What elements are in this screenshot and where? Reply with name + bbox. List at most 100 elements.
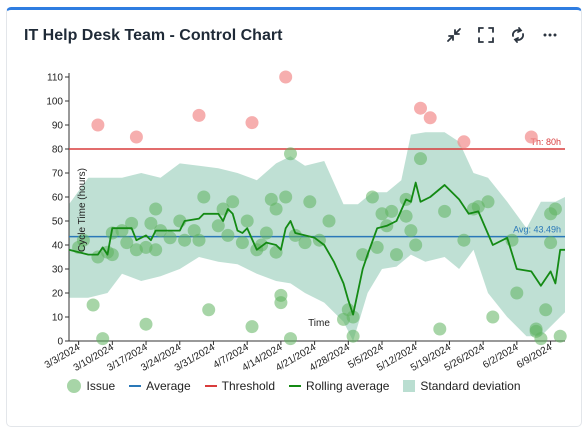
issue-point[interactable] xyxy=(149,243,163,257)
issue-points[interactable] xyxy=(72,70,567,346)
y-tick-label: 60 xyxy=(52,193,64,204)
issue-point[interactable] xyxy=(284,147,297,161)
issue-point[interactable] xyxy=(544,236,558,250)
issue-point[interactable] xyxy=(303,195,317,209)
issue-point[interactable] xyxy=(240,214,254,228)
issue-point[interactable] xyxy=(529,322,543,336)
issue-point[interactable] xyxy=(390,248,403,262)
issue-point[interactable] xyxy=(139,240,153,254)
issue-point[interactable] xyxy=(264,192,278,206)
issue-point[interactable] xyxy=(178,233,192,247)
issue-point[interactable] xyxy=(187,224,201,238)
issue-point[interactable] xyxy=(457,233,471,247)
issue-point[interactable] xyxy=(399,209,413,223)
issue-point[interactable] xyxy=(385,204,399,218)
chart-toolbar xyxy=(445,26,559,44)
legend-average[interactable]: Average xyxy=(129,379,191,393)
fullscreen-icon[interactable] xyxy=(477,26,495,44)
issue-point[interactable] xyxy=(226,195,240,209)
issue-point[interactable] xyxy=(322,214,336,228)
issue-point[interactable] xyxy=(433,322,447,336)
issue-point[interactable] xyxy=(76,233,90,247)
issue-point[interactable] xyxy=(96,332,110,346)
issue-point[interactable] xyxy=(144,216,158,230)
y-tick-label: 0 xyxy=(57,337,63,348)
issue-point[interactable] xyxy=(221,228,235,242)
legend-rolling[interactable]: Rolling average xyxy=(289,379,389,393)
issue-point[interactable] xyxy=(105,248,119,262)
x-tick-label: 6/2/2024 xyxy=(481,342,521,371)
issue-point[interactable] xyxy=(129,130,143,144)
legend-average-swatch xyxy=(129,385,142,387)
issue-point[interactable] xyxy=(125,216,139,230)
issue-point[interactable] xyxy=(346,310,360,324)
issue-point[interactable] xyxy=(524,130,538,144)
issue-point[interactable] xyxy=(274,288,288,302)
y-tick-label: 20 xyxy=(52,289,64,300)
more-icon[interactable] xyxy=(541,26,559,44)
legend-rolling-label: Rolling average xyxy=(306,379,390,393)
legend-threshold[interactable]: Threshold xyxy=(204,379,275,393)
issue-point[interactable] xyxy=(235,236,249,250)
issue-point[interactable] xyxy=(149,202,163,216)
issue-point[interactable] xyxy=(539,303,553,317)
issue-point[interactable] xyxy=(163,231,177,245)
issue-point[interactable] xyxy=(259,226,273,240)
issue-point[interactable] xyxy=(284,332,297,346)
issue-point[interactable] xyxy=(438,204,452,218)
issue-point[interactable] xyxy=(298,236,312,250)
issue-point[interactable] xyxy=(288,228,302,242)
issue-point[interactable] xyxy=(471,200,485,214)
issue-point[interactable] xyxy=(423,111,437,125)
issue-point[interactable] xyxy=(202,303,216,317)
issue-point[interactable] xyxy=(414,101,427,115)
y-tick-label: 40 xyxy=(52,241,64,252)
rolling-average-path xyxy=(68,181,565,316)
y-axis-label: Cycle Time (hours) xyxy=(77,168,88,252)
issue-point[interactable] xyxy=(139,317,153,331)
issue-point[interactable] xyxy=(279,70,293,84)
issue-point[interactable] xyxy=(192,108,206,122)
legend-issue-label: Issue xyxy=(86,379,116,393)
issue-point[interactable] xyxy=(365,190,379,204)
issue-point[interactable] xyxy=(192,233,206,247)
issue-point[interactable] xyxy=(86,298,100,312)
legend-stddev[interactable]: Standard deviation xyxy=(403,379,521,393)
refresh-icon[interactable] xyxy=(509,26,527,44)
issue-point[interactable] xyxy=(120,236,134,250)
y-tick-label: 90 xyxy=(52,121,64,132)
rolling-average-line xyxy=(68,181,565,316)
legend-threshold-swatch xyxy=(204,385,217,387)
y-tick-label: 50 xyxy=(52,217,64,228)
threshold-label: Th: 80h xyxy=(530,137,561,147)
issue-point[interactable] xyxy=(404,224,418,238)
issue-point[interactable] xyxy=(197,190,211,204)
issue-point[interactable] xyxy=(553,329,567,343)
legend-average-label: Average xyxy=(146,379,191,393)
issue-point[interactable] xyxy=(510,286,524,300)
legend-stddev-label: Standard deviation xyxy=(420,379,521,393)
issue-point[interactable] xyxy=(370,240,384,254)
legend-issue[interactable]: Issue xyxy=(67,379,115,393)
issue-point[interactable] xyxy=(245,320,259,334)
minimize-icon[interactable] xyxy=(445,26,463,44)
issue-point[interactable] xyxy=(534,332,548,346)
issue-point[interactable] xyxy=(211,219,225,233)
issue-point[interactable] xyxy=(548,202,562,216)
issue-point[interactable] xyxy=(91,118,105,132)
issue-point[interactable] xyxy=(269,202,283,216)
y-tick-label: 110 xyxy=(47,73,63,84)
legend-stddev-swatch xyxy=(403,380,416,392)
issue-point[interactable] xyxy=(414,152,427,166)
issue-point[interactable] xyxy=(279,190,293,204)
issue-point[interactable] xyxy=(346,329,360,343)
y-tick-label: 70 xyxy=(52,169,64,180)
issue-point[interactable] xyxy=(457,135,471,149)
chart-title: IT Help Desk Team - Control Chart xyxy=(24,27,283,44)
issue-point[interactable] xyxy=(245,116,259,130)
issue-point[interactable] xyxy=(409,238,423,252)
y-tick-label: 10 xyxy=(52,313,64,324)
y-tick-label: 30 xyxy=(52,265,64,276)
issue-point[interactable] xyxy=(481,195,495,209)
issue-point[interactable] xyxy=(486,310,500,324)
